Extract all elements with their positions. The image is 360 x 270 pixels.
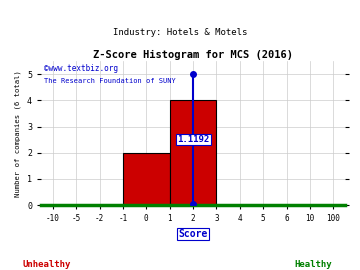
Bar: [170, 100, 216, 205]
Text: 1.1192: 1.1192: [177, 135, 209, 144]
Text: Unhealthy: Unhealthy: [23, 260, 71, 269]
Bar: [123, 153, 170, 205]
Title: Z-Score Histogram for MCS (2016): Z-Score Histogram for MCS (2016): [93, 50, 293, 60]
Y-axis label: Number of companies (6 total): Number of companies (6 total): [15, 70, 22, 197]
Text: ©www.textbiz.org: ©www.textbiz.org: [44, 64, 118, 73]
X-axis label: Score: Score: [178, 229, 208, 239]
Text: Industry: Hotels & Motels: Industry: Hotels & Motels: [113, 28, 247, 37]
Text: The Research Foundation of SUNY: The Research Foundation of SUNY: [44, 78, 176, 84]
Text: Healthy: Healthy: [294, 260, 332, 269]
